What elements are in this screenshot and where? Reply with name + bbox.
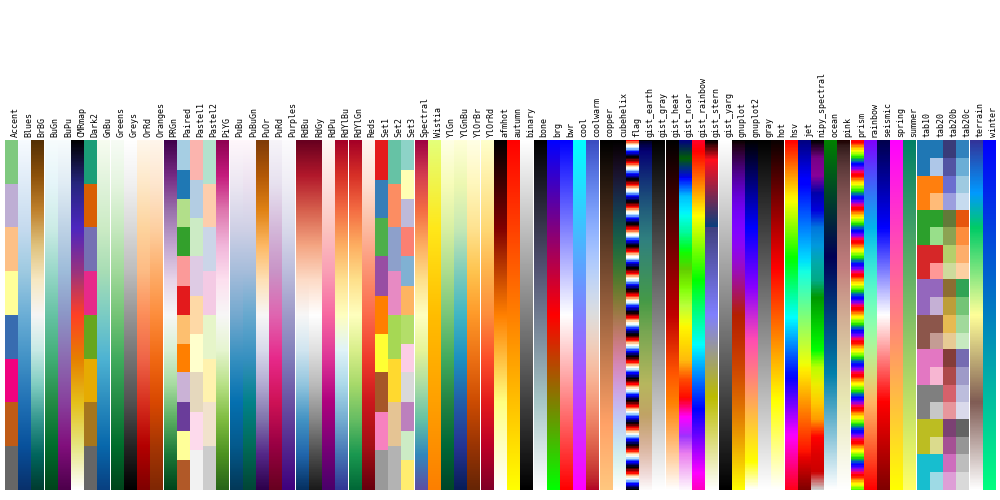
- Title: gist_heat: gist_heat: [672, 92, 681, 137]
- Title: flag: flag: [632, 117, 641, 137]
- Title: tab10: tab10: [923, 112, 932, 137]
- Title: BrBG: BrBG: [38, 117, 47, 137]
- Title: autumn: autumn: [513, 107, 522, 137]
- Title: Spectral: Spectral: [421, 97, 430, 137]
- Title: YlOrBr: YlOrBr: [474, 107, 483, 137]
- Title: gist_ncar: gist_ncar: [685, 92, 694, 137]
- Title: pink: pink: [844, 117, 853, 137]
- Title: Purples: Purples: [289, 102, 298, 137]
- Title: Pastel2: Pastel2: [209, 102, 218, 137]
- Title: spring: spring: [896, 107, 905, 137]
- Title: bwr: bwr: [566, 122, 575, 137]
- Title: coolwarm: coolwarm: [592, 97, 601, 137]
- Title: RdYlGn: RdYlGn: [355, 107, 364, 137]
- Title: Set3: Set3: [408, 117, 417, 137]
- Title: BuPu: BuPu: [64, 117, 73, 137]
- Title: summer: summer: [910, 107, 919, 137]
- Title: prism: prism: [857, 112, 866, 137]
- Title: gist_gray: gist_gray: [659, 92, 668, 137]
- Title: Dark2: Dark2: [90, 112, 99, 137]
- Title: Wistia: Wistia: [434, 107, 443, 137]
- Title: gist_yarg: gist_yarg: [725, 92, 734, 137]
- Title: Set1: Set1: [381, 117, 390, 137]
- Title: afmhot: afmhot: [500, 107, 509, 137]
- Title: YlOrRd: YlOrRd: [487, 107, 496, 137]
- Title: gist_stern: gist_stern: [711, 87, 720, 137]
- Title: Pastel1: Pastel1: [196, 102, 205, 137]
- Title: hsv: hsv: [791, 122, 800, 137]
- Title: tab20b: tab20b: [949, 107, 958, 137]
- Title: cool: cool: [579, 117, 588, 137]
- Title: YlGnBu: YlGnBu: [460, 107, 469, 137]
- Title: gnuplot: gnuplot: [738, 102, 747, 137]
- Title: Set2: Set2: [394, 117, 403, 137]
- Title: Reds: Reds: [368, 117, 377, 137]
- Title: Greys: Greys: [130, 112, 139, 137]
- Title: seismic: seismic: [883, 102, 892, 137]
- Title: RdYlBu: RdYlBu: [341, 107, 350, 137]
- Title: terrain: terrain: [976, 102, 985, 137]
- Title: cubehelix: cubehelix: [619, 92, 628, 137]
- Title: gist_rainbow: gist_rainbow: [698, 77, 707, 137]
- Title: gnuplot2: gnuplot2: [751, 97, 760, 137]
- Title: nipy_spectral: nipy_spectral: [817, 72, 826, 137]
- Title: bone: bone: [540, 117, 549, 137]
- Title: RdPu: RdPu: [328, 117, 337, 137]
- Title: Greens: Greens: [117, 107, 126, 137]
- Title: RdBu: RdBu: [302, 117, 311, 137]
- Title: PiYG: PiYG: [223, 117, 232, 137]
- Title: binary: binary: [526, 107, 535, 137]
- Title: winter: winter: [989, 107, 998, 137]
- Title: Oranges: Oranges: [156, 102, 165, 137]
- Title: tab20c: tab20c: [962, 107, 971, 137]
- Title: PuRd: PuRd: [275, 117, 284, 137]
- Title: gray: gray: [764, 117, 773, 137]
- Title: CMRmap: CMRmap: [77, 107, 86, 137]
- Title: PuBuGn: PuBuGn: [249, 107, 258, 137]
- Title: ocean: ocean: [830, 112, 839, 137]
- Title: YlGn: YlGn: [447, 117, 456, 137]
- Title: OrRd: OrRd: [143, 117, 152, 137]
- Title: Paired: Paired: [183, 107, 192, 137]
- Title: hot: hot: [777, 122, 786, 137]
- Title: RdGy: RdGy: [315, 117, 324, 137]
- Title: jet: jet: [804, 122, 813, 137]
- Title: GnBu: GnBu: [104, 117, 113, 137]
- Title: BuGn: BuGn: [51, 117, 60, 137]
- Title: PuBu: PuBu: [236, 117, 245, 137]
- Title: Blues: Blues: [24, 112, 33, 137]
- Title: Accent: Accent: [11, 107, 20, 137]
- Title: PuOr: PuOr: [262, 117, 271, 137]
- Title: brg: brg: [553, 122, 562, 137]
- Title: rainbow: rainbow: [870, 102, 879, 137]
- Title: gist_earth: gist_earth: [645, 87, 654, 137]
- Title: copper: copper: [606, 107, 615, 137]
- Title: PRGn: PRGn: [170, 117, 179, 137]
- Title: tab20: tab20: [936, 112, 945, 137]
